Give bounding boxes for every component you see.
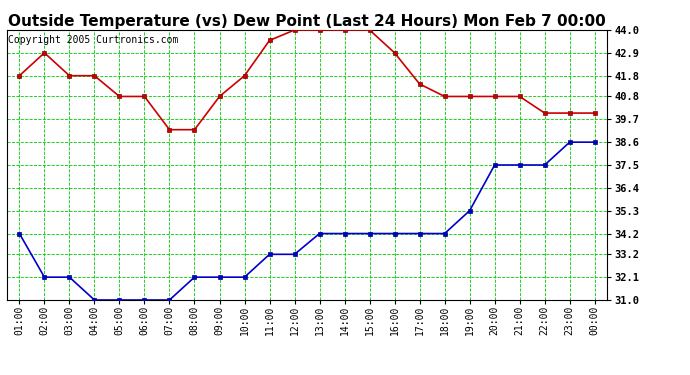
Title: Outside Temperature (vs) Dew Point (Last 24 Hours) Mon Feb 7 00:00: Outside Temperature (vs) Dew Point (Last… (8, 14, 606, 29)
Text: Copyright 2005 Curtronics.com: Copyright 2005 Curtronics.com (8, 35, 179, 45)
